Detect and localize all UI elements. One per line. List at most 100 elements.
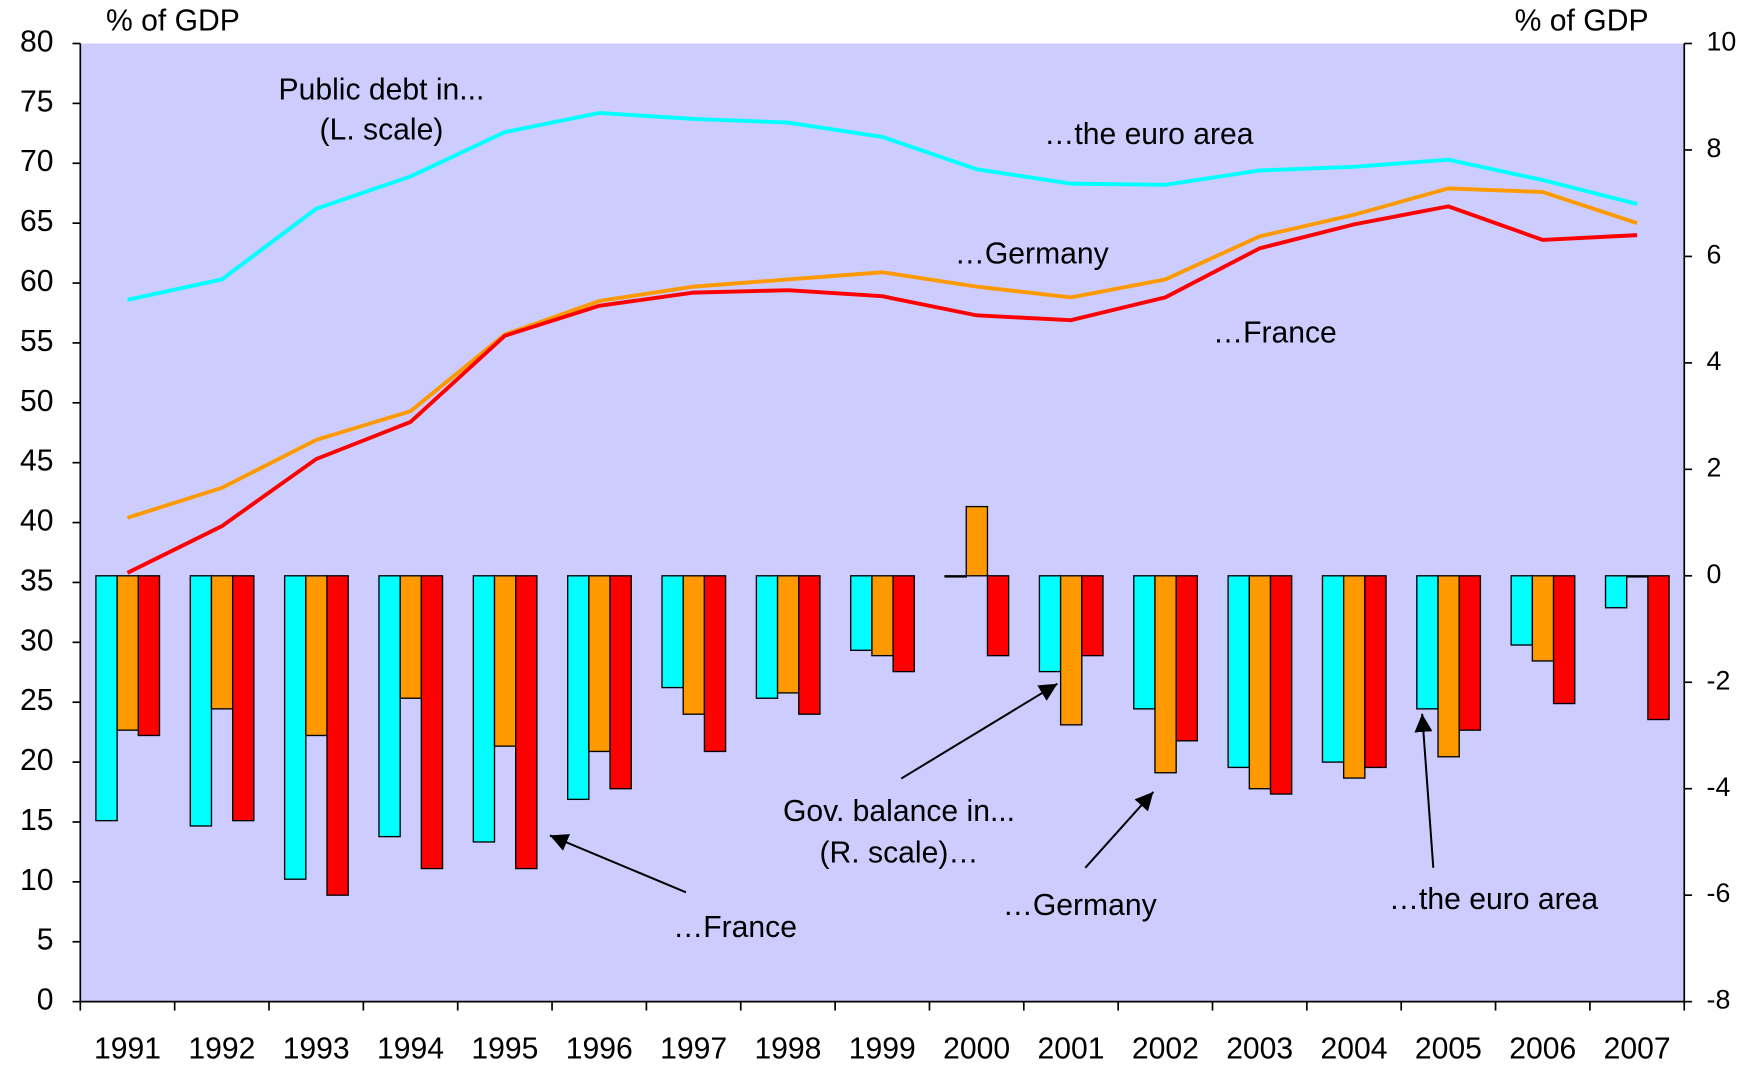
bar xyxy=(871,575,894,657)
bar xyxy=(1175,575,1199,742)
bar xyxy=(420,575,444,870)
x-tick-label: 1999 xyxy=(849,1033,916,1066)
y-tick-label: 80 xyxy=(20,25,54,58)
bar xyxy=(95,575,118,822)
bar xyxy=(137,575,161,737)
bar xyxy=(682,575,706,715)
x-tick-label: 1992 xyxy=(188,1033,255,1066)
y2-tick-label: 4 xyxy=(1707,346,1722,376)
y2-tick-label: -6 xyxy=(1707,878,1731,908)
annotation-arrow xyxy=(1414,713,1435,868)
y-tick-label: 75 xyxy=(20,85,54,118)
bar xyxy=(1321,575,1345,763)
y-tick-label: 20 xyxy=(20,744,54,777)
bar xyxy=(116,575,139,731)
y-tick-label: 45 xyxy=(20,445,54,478)
bar xyxy=(1552,575,1576,705)
bar xyxy=(567,575,590,801)
annotation-arrow xyxy=(549,834,687,894)
x-tick-label: 2003 xyxy=(1226,1033,1293,1066)
bar xyxy=(892,575,915,673)
annotation-arrow xyxy=(900,682,1058,780)
bar xyxy=(210,575,234,710)
x-tick-label: 1997 xyxy=(660,1033,727,1066)
bar xyxy=(965,505,989,577)
bar xyxy=(493,575,517,747)
x-tick-label: 1995 xyxy=(471,1033,538,1066)
annotation-arrow xyxy=(1084,791,1155,869)
y-tick-label: 35 xyxy=(20,564,54,597)
annotation: …France xyxy=(673,911,797,944)
bar xyxy=(1604,575,1628,609)
bar xyxy=(378,575,401,838)
bar xyxy=(1059,575,1083,726)
bar xyxy=(1342,575,1366,779)
line xyxy=(126,204,1638,575)
bar xyxy=(944,575,967,578)
x-tick-label: 2005 xyxy=(1415,1033,1482,1066)
bar xyxy=(283,575,307,880)
bar xyxy=(1269,575,1293,795)
bar xyxy=(609,575,632,790)
line xyxy=(127,111,1638,302)
y-tick-label: 30 xyxy=(20,624,54,657)
y-tick-label: 25 xyxy=(20,684,54,717)
y2-tick-label: -4 xyxy=(1707,772,1731,802)
annotation: …Germany xyxy=(955,237,1109,270)
x-tick-label: 1991 xyxy=(94,1033,161,1066)
bar xyxy=(1133,575,1156,710)
y-tick-label: 55 xyxy=(20,325,54,358)
bar xyxy=(1154,575,1177,774)
x-tick-label: 2002 xyxy=(1132,1033,1199,1066)
y-tick-label: 70 xyxy=(20,145,54,178)
annotation: …France xyxy=(1213,317,1337,350)
bar xyxy=(189,575,213,827)
bar xyxy=(1081,575,1104,657)
bar xyxy=(798,575,821,715)
y2-tick-label: 6 xyxy=(1707,239,1722,269)
y-axis-label: % of GDP xyxy=(106,4,240,37)
annotation: …the euro area xyxy=(1389,883,1598,916)
annotation: …Germany xyxy=(1003,889,1157,922)
x-tick-label: 2006 xyxy=(1509,1033,1576,1066)
annotation: Public debt in... xyxy=(279,73,485,106)
bar xyxy=(661,575,684,689)
bar xyxy=(1531,575,1555,662)
bar xyxy=(703,575,727,753)
bar xyxy=(850,575,873,651)
bar xyxy=(1647,575,1670,721)
bar xyxy=(1364,575,1387,769)
bar xyxy=(1458,575,1482,731)
y-tick-label: 15 xyxy=(20,804,54,837)
bar xyxy=(1227,575,1250,769)
y2-tick-label: 2 xyxy=(1707,452,1722,482)
y-tick-label: 50 xyxy=(20,385,54,418)
y-tick-label: 5 xyxy=(37,924,54,957)
bar xyxy=(986,575,1010,657)
y2-tick-label: 10 xyxy=(1707,27,1737,57)
y2-axis-label: % of GDP xyxy=(1515,4,1649,37)
y-tick-label: 65 xyxy=(20,205,54,238)
x-tick-label: 1994 xyxy=(377,1033,444,1066)
y2-tick-label: -8 xyxy=(1707,985,1731,1015)
x-tick-label: 1993 xyxy=(283,1033,350,1066)
y-tick-label: 40 xyxy=(20,505,54,538)
bar xyxy=(326,575,349,896)
bar xyxy=(305,575,328,737)
annotation: …the euro area xyxy=(1044,118,1253,151)
y2-tick-label: 8 xyxy=(1707,133,1722,163)
x-tick-label: 2007 xyxy=(1604,1033,1671,1066)
x-tick-label: 2004 xyxy=(1321,1033,1388,1066)
bar xyxy=(399,575,423,699)
bar xyxy=(1510,575,1534,646)
bar xyxy=(588,575,611,753)
bar xyxy=(1038,575,1062,673)
bar xyxy=(1248,575,1272,790)
x-tick-label: 2000 xyxy=(943,1033,1010,1066)
bar xyxy=(515,575,538,870)
y-tick-label: 60 xyxy=(20,265,54,298)
bar xyxy=(231,575,255,822)
bar xyxy=(755,575,779,699)
annotation: (L. scale) xyxy=(320,114,444,147)
